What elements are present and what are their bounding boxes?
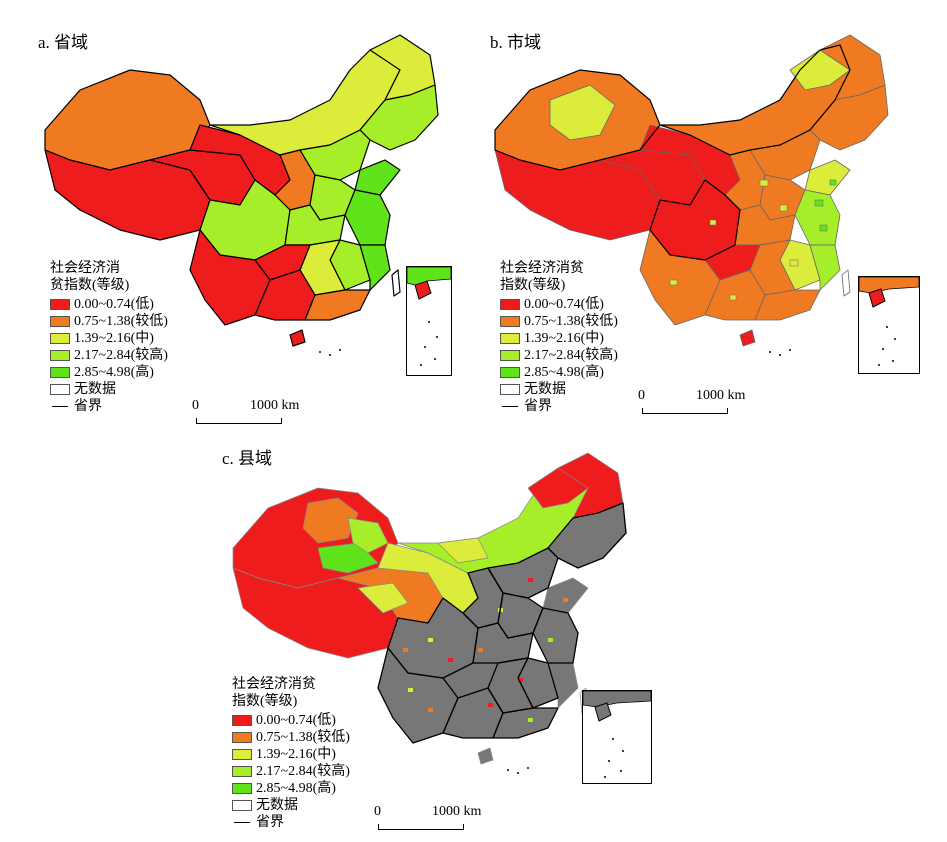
boundary-line-icon (500, 401, 520, 412)
legend-row: 2.17~2.84(较高) (50, 347, 168, 364)
legend-label: 省界 (256, 815, 284, 830)
legend-label: 2.17~2.84(较高) (524, 348, 618, 363)
scalebar-b: 0 1000 km (638, 388, 778, 418)
legend-label: 1.39~2.16(中) (524, 331, 604, 346)
legend-swatch (232, 715, 252, 726)
legend-swatch (232, 783, 252, 794)
legend-row-no-data: 无数据 (232, 797, 350, 814)
legend-swatch (500, 333, 520, 344)
legend-swatch-no-data (50, 384, 70, 395)
legend-title: 社会经济消 贫指数(等级) (50, 261, 130, 293)
legend-swatch (50, 316, 70, 327)
legend-row: 0.75~1.38(较低) (500, 313, 618, 330)
scalebar-max: 1000 km (432, 804, 482, 819)
scalebar-zero: 0 (374, 804, 381, 819)
prefectural-map (494, 34, 889, 356)
legend-swatch (500, 367, 520, 378)
legend-label: 2.17~2.84(较高) (74, 348, 168, 363)
legend-swatch (500, 350, 520, 361)
inset-map-a (406, 266, 452, 366)
legend-row: 2.17~2.84(较高) (500, 347, 618, 364)
legend-label: 省界 (524, 399, 552, 414)
legend-swatch (232, 766, 252, 777)
panel-c-title: c. 县域 (222, 449, 273, 468)
legend-swatch-no-data (232, 800, 252, 811)
legend-row-boundary: 省界 (50, 398, 168, 415)
scalebar-bar (196, 418, 282, 424)
legend-label: 2.17~2.84(较高) (256, 764, 350, 779)
legend-row: 0.00~0.74(低) (232, 712, 350, 729)
legend-label: 0.75~1.38(较低) (74, 314, 168, 329)
scalebar-zero: 0 (192, 398, 199, 413)
scalebar-a: 0 1000 km (192, 398, 332, 428)
legend-row-no-data: 无数据 (500, 381, 618, 398)
scalebar-max: 1000 km (250, 398, 300, 413)
legend-swatch (232, 732, 252, 743)
legend-swatch (232, 749, 252, 760)
legend-label: 省界 (74, 399, 102, 414)
legend-row: 1.39~2.16(中) (50, 330, 168, 347)
legend-row: 1.39~2.16(中) (500, 330, 618, 347)
legend-row: 2.85~4.98(高) (232, 780, 350, 797)
legend-c: 社会经济消贫 指数(等级) 0.00~0.74(低) 0.75~1.38(较低)… (232, 676, 350, 831)
inset-map-b (858, 276, 920, 366)
scalebar-c: 0 1000 km (374, 804, 514, 834)
legend-row: 1.39~2.16(中) (232, 746, 350, 763)
legend-row-boundary: 省界 (232, 814, 350, 831)
legend-swatch (50, 299, 70, 310)
legend-swatch (500, 316, 520, 327)
boundary-line-icon (232, 817, 252, 828)
south-china-sea-inset-a (406, 266, 452, 376)
boundary-line-icon (50, 401, 70, 412)
legend-swatch (50, 367, 70, 378)
legend-row: 2.17~2.84(较高) (232, 763, 350, 780)
legend-label: 1.39~2.16(中) (256, 747, 336, 762)
legend-swatch (500, 299, 520, 310)
panel-a-title: a. 省域 (38, 33, 89, 52)
scalebar-bar (642, 408, 728, 414)
legend-row: 2.85~4.98(高) (50, 364, 168, 381)
legend-row: 2.85~4.98(高) (500, 364, 618, 381)
legend-label: 0.00~0.74(低) (256, 713, 336, 728)
scalebar-max: 1000 km (696, 388, 746, 403)
legend-label: 无数据 (74, 382, 116, 397)
legend-swatch-no-data (500, 384, 520, 395)
provincial-map (44, 34, 439, 356)
legend-label: 无数据 (256, 798, 298, 813)
legend-row-boundary: 省界 (500, 398, 618, 415)
legend-label: 2.85~4.98(高) (74, 365, 154, 380)
legend-a: 社会经济消 贫指数(等级) 0.00~0.74(低) 0.75~1.38(较低)… (50, 260, 168, 415)
panel-b-title: b. 市域 (490, 33, 541, 52)
legend-label: 0.00~0.74(低) (74, 297, 154, 312)
legend-row-no-data: 无数据 (50, 381, 168, 398)
legend-row: 0.00~0.74(低) (500, 296, 618, 313)
legend-label: 2.85~4.98(高) (524, 365, 604, 380)
legend-row: 0.75~1.38(较低) (50, 313, 168, 330)
inset-map-c (582, 690, 652, 778)
legend-label: 1.39~2.16(中) (74, 331, 154, 346)
legend-title: 社会经济消贫 指数(等级) (500, 261, 584, 293)
legend-label: 2.85~4.98(高) (256, 781, 336, 796)
legend-row: 0.00~0.74(低) (50, 296, 168, 313)
legend-label: 无数据 (524, 382, 566, 397)
legend-label: 0.00~0.74(低) (524, 297, 604, 312)
legend-row: 0.75~1.38(较低) (232, 729, 350, 746)
scalebar-zero: 0 (638, 388, 645, 403)
south-china-sea-inset-c (582, 690, 652, 784)
legend-label: 0.75~1.38(较低) (256, 730, 350, 745)
legend-b: 社会经济消贫 指数(等级) 0.00~0.74(低) 0.75~1.38(较低)… (500, 260, 618, 415)
legend-title: 社会经济消贫 指数(等级) (232, 677, 316, 709)
legend-swatch (50, 350, 70, 361)
south-china-sea-inset-b (858, 276, 920, 374)
legend-swatch (50, 333, 70, 344)
county-map (232, 452, 627, 774)
legend-label: 0.75~1.38(较低) (524, 314, 618, 329)
scalebar-bar (378, 824, 464, 830)
